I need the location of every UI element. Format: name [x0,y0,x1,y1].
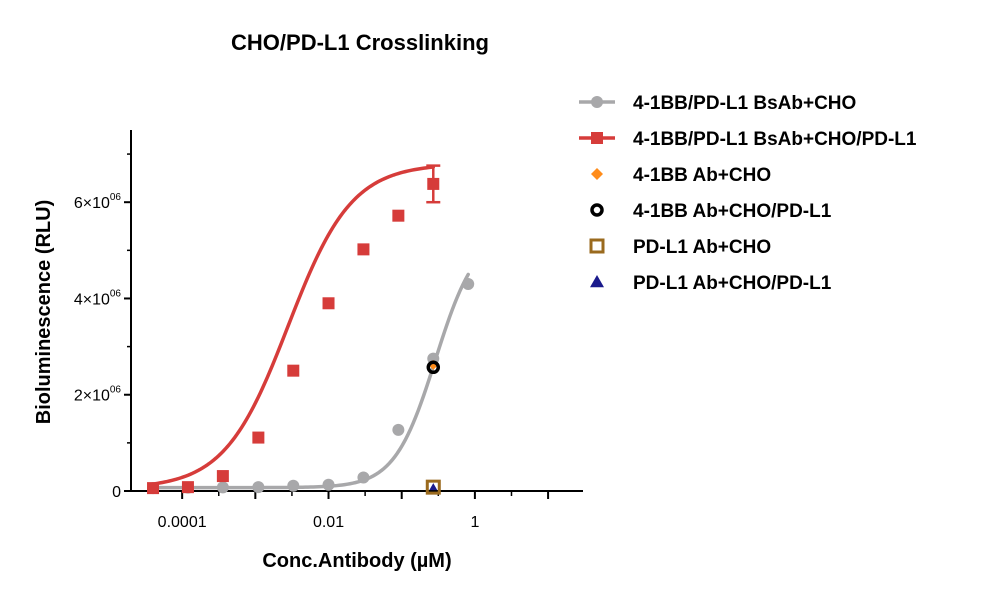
legend-label: 4-1BB Ab+CHO/PD-L1 [633,201,832,222]
legend-item: PD-L1 Ab+CHO [589,237,771,258]
triangle-marker [590,275,604,288]
x-tick-label: 1 [470,514,479,531]
y-tick-exponent: 06 [110,288,122,299]
square-marker [591,132,603,144]
fit-curve [151,165,436,486]
x-tick-label: 0.0001 [158,514,207,531]
square-marker [216,470,229,483]
square-marker [357,243,370,256]
y-tick-label: 4×1006 [74,288,122,308]
circle-marker [392,423,405,436]
y-tick-label: 2×1006 [74,385,122,405]
legend-item: 4-1BB/PD-L1 BsAb+CHO/PD-L1 [579,129,917,150]
legend-label: 4-1BB/PD-L1 BsAb+CHO [633,93,856,114]
data-points [147,164,475,495]
circle-marker [216,481,229,494]
x-tick-label: 0.01 [313,514,344,531]
chart-title: CHO/PD-L1 Crosslinking [231,30,489,55]
square-marker [252,431,265,444]
legend-item: 4-1BB Ab+CHO/PD-L1 [590,201,832,222]
y-tick-label: 6×1006 [74,192,122,212]
legend: 4-1BB/PD-L1 BsAb+CHO 4-1BB/PD-L1 BsAb+CHO… [579,93,917,294]
triangle-marker [429,483,438,491]
square-marker [392,209,405,222]
y-tick-label: 0 [112,484,121,501]
legend-label: PD-L1 Ab+CHO/PD-L1 [633,273,832,294]
open-circle-marker [590,203,604,217]
x-axis-label: Conc.Antibody (µM) [262,550,451,572]
square-marker [287,364,300,377]
open-square-marker [425,479,441,495]
legend-item: 4-1BB Ab+CHO [591,165,771,186]
legend-label: PD-L1 Ab+CHO [633,237,771,258]
diamond-marker [591,168,603,180]
legend-item: PD-L1 Ab+CHO/PD-L1 [590,273,832,294]
open-square-marker [589,238,605,254]
square-marker [322,297,335,310]
open-circle-marker [426,360,441,375]
circle-marker [357,471,370,484]
fit-curves [151,165,470,490]
y-tick-exponent: 06 [110,192,122,203]
axes: 0 2×1006 4×1006 6×1006 0.0001 0.01 1 [74,130,583,531]
circle-marker [462,278,475,291]
circle-marker [591,96,603,108]
square-marker [147,482,160,495]
legend-label: 4-1BB Ab+CHO [633,165,771,186]
legend-label: 4-1BB/PD-L1 BsAb+CHO/PD-L1 [633,129,917,150]
y-axis-label: Bioluminescence (RLU) [33,200,55,424]
square-marker [427,177,440,190]
fit-curve [151,272,470,490]
square-marker [181,481,194,494]
circle-marker [287,479,300,492]
legend-item: 4-1BB/PD-L1 BsAb+CHO [579,93,856,114]
circle-marker [252,481,265,494]
y-tick-exponent: 06 [110,385,122,396]
circle-marker [322,478,335,491]
